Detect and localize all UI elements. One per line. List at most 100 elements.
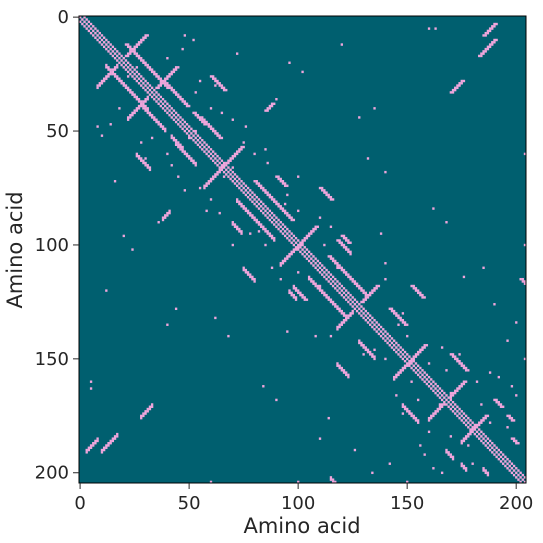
contact-cell	[236, 175, 238, 177]
contact-cell	[338, 324, 340, 326]
contact-cell	[173, 89, 175, 91]
contact-cell	[158, 75, 160, 77]
contact-cell	[417, 399, 419, 401]
contact-cell	[352, 310, 354, 312]
contact-cell	[421, 296, 423, 298]
contact-cell	[147, 109, 149, 111]
contact-cell	[147, 166, 149, 168]
contact-cell	[312, 280, 314, 282]
contact-cell	[343, 237, 345, 239]
contact-cell	[199, 141, 201, 143]
contact-cell	[105, 39, 107, 41]
contact-cell	[136, 80, 138, 82]
contact-cell	[118, 80, 120, 82]
contact-cell	[166, 107, 168, 109]
contact-cell	[271, 105, 273, 107]
contact-cell	[245, 269, 247, 271]
contact-cell	[105, 48, 107, 50]
contact-cell	[334, 278, 336, 280]
contact-cell	[406, 324, 408, 326]
contact-cell	[461, 410, 463, 412]
contact-cell	[439, 403, 441, 405]
contact-cell	[384, 330, 386, 332]
contact-cell	[304, 255, 306, 257]
contact-cell	[354, 283, 356, 285]
contact-cell	[219, 162, 221, 164]
contact-cell	[232, 157, 234, 159]
contact-cell	[186, 132, 188, 134]
contact-cell	[260, 187, 262, 189]
contact-cell	[144, 107, 146, 109]
contact-cell	[308, 251, 310, 253]
contact-cell	[136, 55, 138, 57]
contact-cell	[269, 196, 271, 198]
contact-cell	[129, 114, 131, 116]
contact-cell	[395, 314, 397, 316]
contact-cell	[354, 303, 356, 305]
contact-cell	[458, 360, 460, 362]
contact-cell	[487, 30, 489, 32]
contact-cell	[441, 346, 443, 348]
contact-cell	[452, 91, 454, 93]
contact-cell	[428, 380, 430, 382]
contact-cell	[197, 114, 199, 116]
contact-cell	[511, 472, 513, 474]
contact-cell	[413, 355, 415, 357]
contact-cell	[256, 221, 258, 223]
contact-cell	[506, 463, 508, 465]
contact-cell	[147, 98, 149, 100]
contact-cell	[356, 285, 358, 287]
contact-cell	[513, 440, 515, 442]
contact-cell	[522, 478, 524, 480]
contact-cell	[223, 87, 225, 89]
contact-cell	[147, 408, 149, 410]
contact-cell	[495, 401, 497, 403]
contact-cell	[138, 105, 140, 107]
contact-cell	[334, 305, 336, 307]
contact-cell	[186, 123, 188, 125]
contact-cell	[195, 91, 197, 93]
contact-cell	[312, 264, 314, 266]
contact-cell	[334, 283, 336, 285]
contact-cell	[380, 232, 382, 234]
contact-cell	[469, 433, 471, 435]
contact-cell	[247, 191, 249, 193]
contact-cell	[275, 226, 277, 228]
contact-cell	[101, 34, 103, 36]
contact-cell	[184, 153, 186, 155]
contact-cell	[341, 369, 343, 371]
contact-cell	[461, 415, 463, 417]
contact-cell	[201, 121, 203, 123]
contact-cell	[225, 173, 227, 175]
contact-cell	[105, 64, 107, 66]
contact-cell	[158, 103, 160, 105]
contact-cell	[404, 408, 406, 410]
contact-cell	[347, 296, 349, 298]
contact-cell	[487, 447, 489, 449]
contact-cell	[142, 103, 144, 105]
contact-cell	[214, 153, 216, 155]
contact-cell	[234, 223, 236, 225]
contact-cell	[267, 191, 269, 193]
contact-cell	[208, 155, 210, 157]
contact-cell	[397, 349, 399, 351]
contact-cell	[515, 476, 517, 478]
contact-cell	[120, 80, 122, 82]
contact-cell	[168, 84, 170, 86]
contact-cell	[358, 116, 360, 118]
contact-cell	[450, 353, 452, 355]
contact-cell	[134, 52, 136, 54]
contact-cell	[452, 392, 454, 394]
contact-cell	[269, 232, 271, 234]
contact-cell	[354, 308, 356, 310]
contact-cell	[439, 392, 441, 394]
contact-cell	[402, 412, 404, 414]
contact-cell	[445, 394, 447, 396]
contact-cell	[81, 18, 83, 20]
contact-cell	[142, 62, 144, 64]
contact-cell	[225, 162, 227, 164]
contact-cell	[284, 230, 286, 232]
contact-cell	[367, 312, 369, 314]
contact-cell	[197, 134, 199, 136]
